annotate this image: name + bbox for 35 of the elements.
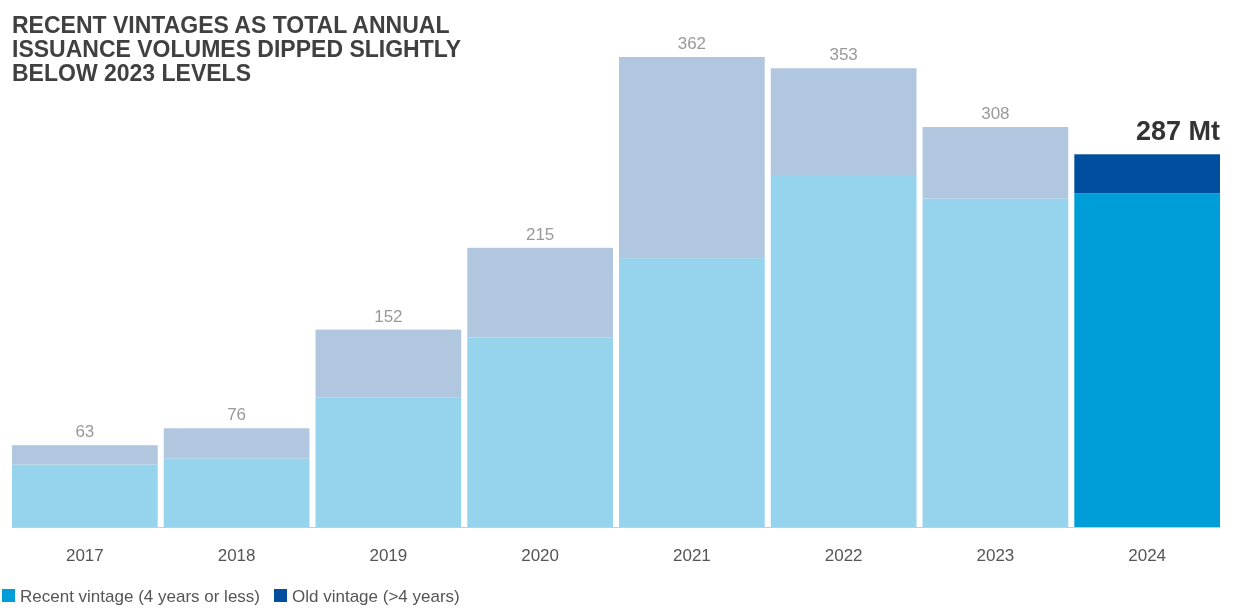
bar bbox=[619, 258, 765, 527]
chart-title: RECENT VINTAGES AS TOTAL ANNUAL ISSUANCE VOLUMES DIPPED SLIGHTLY BELOW 2023 LEVELS bbox=[12, 12, 461, 86]
bar bbox=[315, 329, 462, 398]
x-tick-label: 2021 bbox=[672, 546, 711, 566]
bar bbox=[467, 337, 613, 527]
bar bbox=[1074, 193, 1220, 527]
annotation: 287 Mt bbox=[1135, 116, 1220, 147]
x-tick-label: 2019 bbox=[369, 546, 408, 566]
bar bbox=[163, 428, 310, 459]
x-tick-label: 2022 bbox=[824, 546, 863, 566]
bar bbox=[163, 458, 310, 527]
bar bbox=[922, 198, 1069, 527]
bar bbox=[1074, 154, 1220, 194]
annotation: 76 bbox=[227, 405, 247, 425]
bar bbox=[315, 397, 462, 527]
bar bbox=[770, 174, 917, 527]
annotation: 308 bbox=[981, 104, 1010, 124]
legend-label: Old vintage (>4 years) bbox=[292, 587, 460, 606]
bar bbox=[467, 247, 613, 338]
annotation: 353 bbox=[829, 45, 858, 65]
annotation: 63 bbox=[75, 422, 95, 442]
bar bbox=[619, 57, 765, 259]
annotation: 215 bbox=[525, 224, 555, 244]
legend-label: Recent vintage (4 years or less) bbox=[20, 587, 260, 606]
x-tick-label: 2024 bbox=[1128, 546, 1167, 566]
annotation: 362 bbox=[677, 34, 707, 53]
bar bbox=[770, 68, 917, 175]
x-tick-label: 2023 bbox=[976, 546, 1015, 566]
bar bbox=[922, 127, 1069, 199]
bar bbox=[12, 464, 158, 527]
x-tick-label: 2020 bbox=[521, 546, 560, 566]
x-tick-label: 2018 bbox=[217, 546, 256, 566]
x-tick-label: 2017 bbox=[65, 546, 104, 566]
annotation: 152 bbox=[374, 306, 403, 326]
bar bbox=[12, 445, 158, 465]
